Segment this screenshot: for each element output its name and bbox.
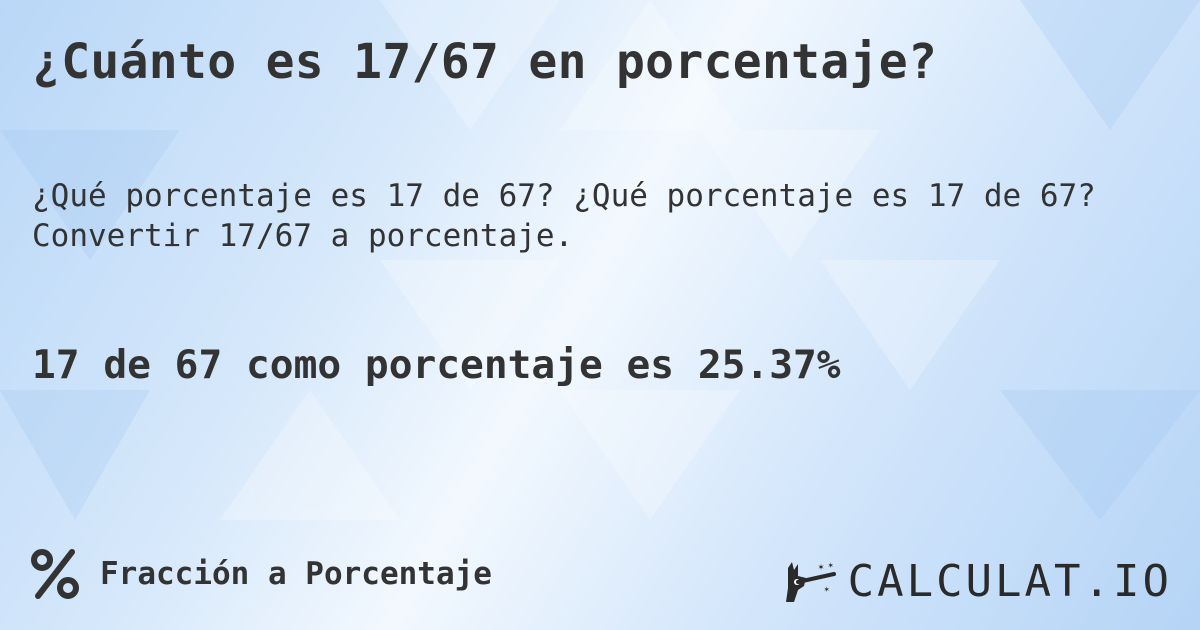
category-label: Fracción a Porcentaje	[100, 556, 492, 592]
page-title: ¿Cuánto es 17/67 en porcentaje?	[32, 34, 938, 90]
percent-icon	[31, 549, 79, 599]
brand-logo[interactable]: ✶ ✶ ✶ CALCULAT.IO	[784, 556, 1172, 607]
svg-text:✶: ✶	[824, 585, 830, 595]
result-text: 17 de 67 como porcentaje es 25.37%	[32, 342, 841, 388]
svg-text:✶: ✶	[828, 561, 834, 571]
svg-text:✶: ✶	[818, 562, 824, 573]
brand-name: CALCULAT.IO	[847, 556, 1172, 607]
magic-hand-wand-icon: ✶ ✶ ✶	[785, 561, 836, 602]
description: ¿Qué porcentaje es 17 de 67? ¿Qué porcen…	[32, 178, 1096, 254]
category-link[interactable]: Fracción a Porcentaje	[30, 548, 492, 600]
